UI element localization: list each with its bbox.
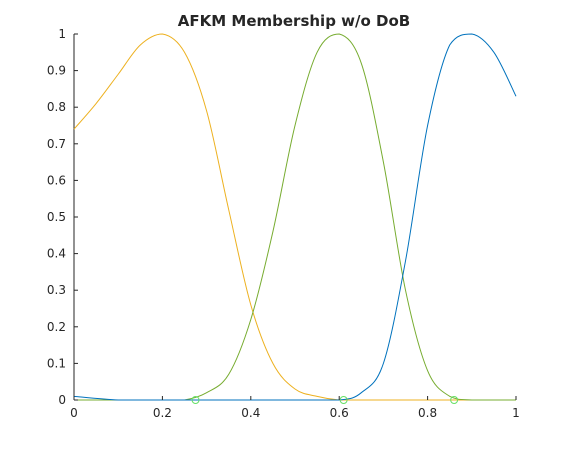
center-marker xyxy=(191,396,200,404)
x-tick-label: 0.2 xyxy=(153,406,172,420)
y-tick-label: 0.2 xyxy=(47,320,66,334)
x-tick-label: 0.8 xyxy=(418,406,437,420)
y-tick-label: 0.5 xyxy=(47,210,66,224)
y-tick-label: 0.9 xyxy=(47,64,66,78)
series-line-3 xyxy=(73,33,517,401)
series-line-2 xyxy=(74,33,516,401)
center-marker xyxy=(450,396,459,404)
series-line-1 xyxy=(73,33,516,401)
y-tick-label: 0.4 xyxy=(47,247,66,261)
x-tick-label: 1 xyxy=(512,406,520,420)
y-tick-label: 1 xyxy=(58,27,66,41)
chart-title: AFKM Membership w/o DoB xyxy=(178,12,410,30)
x-tick-label: 0 xyxy=(70,406,78,420)
y-tick-label: 0.6 xyxy=(47,173,66,187)
center-marker xyxy=(339,396,348,404)
y-tick-label: 0.1 xyxy=(47,356,66,370)
y-tick-label: 0.8 xyxy=(47,100,66,114)
x-axis-ticks: 0 0.2 0.4 0.6 0.8 1 xyxy=(70,396,520,420)
y-tick-label: 0.7 xyxy=(47,137,66,151)
y-tick-label: 0.3 xyxy=(47,283,66,297)
plot-area xyxy=(73,33,517,404)
x-tick-label: 0.4 xyxy=(241,406,260,420)
y-tick-label: 0 xyxy=(58,393,66,407)
x-tick-label: 0.6 xyxy=(330,406,349,420)
y-axis-ticks: 0 0.1 0.2 0.3 0.4 0.5 0.6 0.7 0.8 0.9 1 xyxy=(47,27,78,407)
